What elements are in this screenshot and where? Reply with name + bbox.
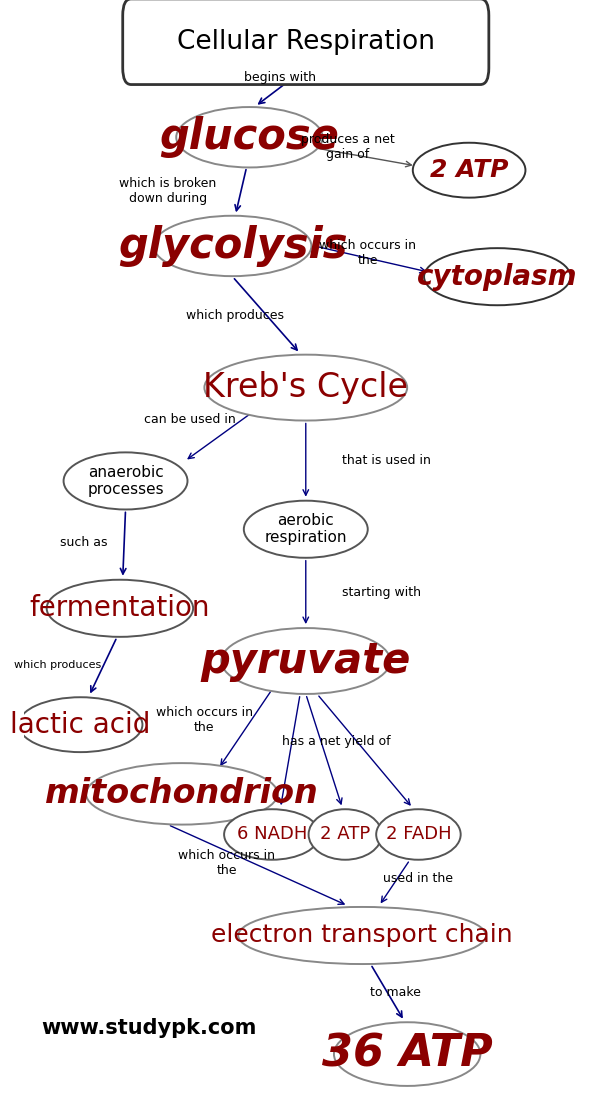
Ellipse shape [424, 248, 570, 305]
Text: used in the: used in the [384, 872, 453, 885]
Ellipse shape [244, 501, 368, 558]
Text: aerobic
respiration: aerobic respiration [264, 513, 347, 546]
Ellipse shape [376, 809, 461, 860]
Text: 2 FADH: 2 FADH [386, 826, 451, 843]
Text: cytoplasm: cytoplasm [417, 262, 577, 291]
Text: which produces: which produces [187, 309, 285, 322]
Text: such as: such as [59, 536, 107, 549]
Text: pyruvate: pyruvate [201, 640, 411, 682]
Text: that is used in: that is used in [342, 453, 431, 467]
Text: which is broken
down during: which is broken down during [119, 177, 216, 205]
Ellipse shape [154, 215, 311, 277]
Ellipse shape [309, 809, 382, 860]
Text: glycolysis: glycolysis [118, 225, 347, 267]
Ellipse shape [238, 907, 486, 964]
Ellipse shape [86, 763, 277, 825]
Ellipse shape [222, 628, 390, 694]
Ellipse shape [224, 809, 320, 860]
Text: starting with: starting with [342, 586, 421, 600]
Text: glucose: glucose [160, 116, 339, 158]
Ellipse shape [413, 143, 526, 198]
Text: electron transport chain: electron transport chain [211, 923, 513, 948]
Text: www.studypk.com: www.studypk.com [41, 1018, 257, 1038]
Text: 36 ATP: 36 ATP [322, 1032, 492, 1076]
Text: can be used in: can be used in [144, 413, 236, 426]
Text: has a net yield of: has a net yield of [282, 735, 391, 748]
Text: to make: to make [371, 986, 421, 999]
Text: mitochondrion: mitochondrion [45, 777, 319, 810]
Text: which occurs in
the: which occurs in the [156, 706, 253, 735]
Ellipse shape [18, 697, 143, 752]
Ellipse shape [64, 452, 188, 509]
Ellipse shape [176, 107, 323, 168]
Text: Cellular Respiration: Cellular Respiration [177, 29, 435, 55]
Text: which occurs in
the: which occurs in the [319, 238, 416, 267]
Ellipse shape [47, 580, 193, 637]
FancyBboxPatch shape [123, 0, 489, 85]
Text: lactic acid: lactic acid [10, 710, 151, 739]
Text: begins with: begins with [245, 71, 317, 85]
Text: 2 ATP: 2 ATP [430, 158, 508, 182]
Text: fermentation: fermentation [30, 594, 210, 623]
Ellipse shape [204, 355, 407, 421]
Text: which occurs in
the: which occurs in the [178, 849, 276, 877]
Text: which produces: which produces [14, 660, 102, 671]
Text: anaerobic
processes: anaerobic processes [87, 464, 164, 497]
Text: 6 NADH: 6 NADH [237, 826, 307, 843]
Ellipse shape [334, 1022, 481, 1086]
Text: Kreb's Cycle: Kreb's Cycle [203, 371, 408, 404]
Text: 2 ATP: 2 ATP [320, 826, 370, 843]
Text: produces a net
gain of: produces a net gain of [301, 133, 395, 161]
